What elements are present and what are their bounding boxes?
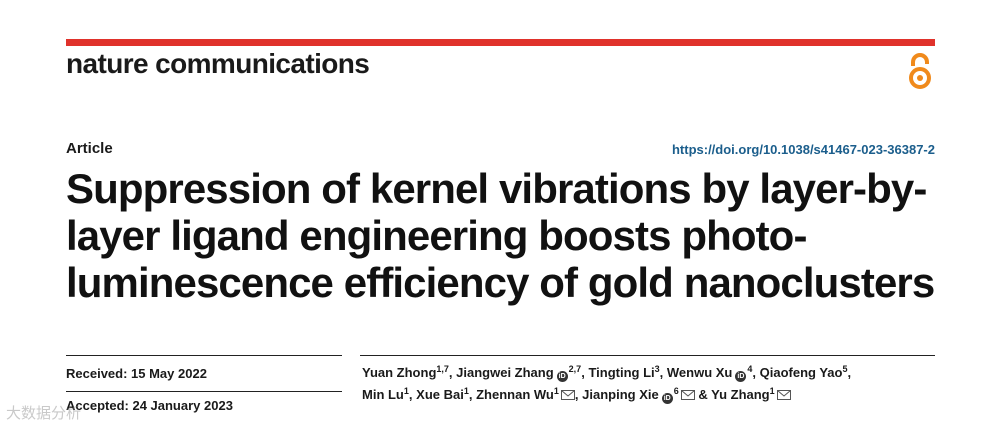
author-affiliation: 1 (403, 386, 409, 396)
author-name[interactable]: Zhennan Wu (476, 387, 554, 402)
author-name[interactable]: Min Lu (362, 387, 404, 402)
author-name[interactable]: Qiaofeng Yao (759, 365, 843, 380)
author-separator: & (694, 387, 712, 402)
orcid-icon[interactable]: iD (661, 393, 673, 404)
author-name[interactable]: Jiangwei Zhang (456, 365, 554, 380)
orcid-icon[interactable]: iD (735, 371, 747, 382)
author-separator: , (408, 387, 413, 402)
date-divider (66, 391, 342, 392)
author-name[interactable]: Jianping Xie (582, 387, 659, 402)
title-line: luminescence efficiency of gold nanoclus… (66, 259, 935, 306)
author-affiliation: 6 (673, 386, 679, 396)
author-name[interactable]: Yuan Zhong (362, 365, 437, 380)
author-line: Min Lu1, Xue Bai1, Zhennan Wu1, Jianping… (362, 384, 952, 406)
author-separator: , (468, 387, 473, 402)
watermark: 大数据分析 (6, 405, 82, 422)
title-line: layer ligand engineering boosts photo- (66, 212, 807, 259)
author-name[interactable]: Xue Bai (416, 387, 464, 402)
email-icon[interactable] (560, 390, 575, 400)
article-type-label: Article (66, 140, 113, 157)
author-affiliation: 1,7 (436, 364, 449, 374)
author-affiliation: 1 (769, 386, 775, 396)
author-list: Yuan Zhong1,7, Jiangwei Zhang iD2,7, Ting… (362, 362, 952, 406)
author-affiliation: 2,7 (568, 364, 582, 374)
author-separator: , (659, 365, 664, 380)
email-icon[interactable] (680, 390, 695, 400)
authors-top-rule (360, 355, 935, 356)
title-line: Suppression of kernel vibrations by laye… (66, 165, 927, 212)
journal-top-rule (66, 39, 935, 46)
received-date: Received: 15 May 2022 (66, 366, 207, 381)
author-separator: , (581, 365, 585, 380)
dates-top-rule (66, 355, 342, 356)
doi-link[interactable]: https://doi.org/10.1038/s41467-023-36387… (671, 142, 935, 157)
orcid-icon[interactable]: iD (556, 371, 568, 382)
author-name[interactable]: Wenwu Xu (666, 365, 733, 380)
open-access-icon[interactable] (905, 52, 935, 90)
author-separator: , (847, 365, 852, 380)
author-line: Yuan Zhong1,7, Jiangwei Zhang iD2,7, Ting… (362, 362, 952, 384)
author-affiliation: 5 (842, 364, 848, 374)
email-icon[interactable] (776, 390, 791, 400)
accepted-date: Accepted: 24 January 2023 (66, 398, 233, 413)
author-affiliation: 1 (463, 386, 469, 396)
author-separator: , (752, 365, 757, 380)
article-title: Suppression of kernel vibrations by laye… (66, 165, 946, 306)
author-affiliation: 3 (654, 364, 660, 374)
journal-name[interactable]: nature communications (66, 48, 370, 79)
author-affiliation: 4 (747, 364, 753, 374)
author-name[interactable]: Yu Zhang (711, 387, 770, 402)
author-name[interactable]: Tingting Li (588, 365, 655, 380)
author-affiliation: 1 (553, 386, 559, 396)
author-separator: , (574, 387, 579, 402)
author-separator: , (448, 365, 453, 380)
